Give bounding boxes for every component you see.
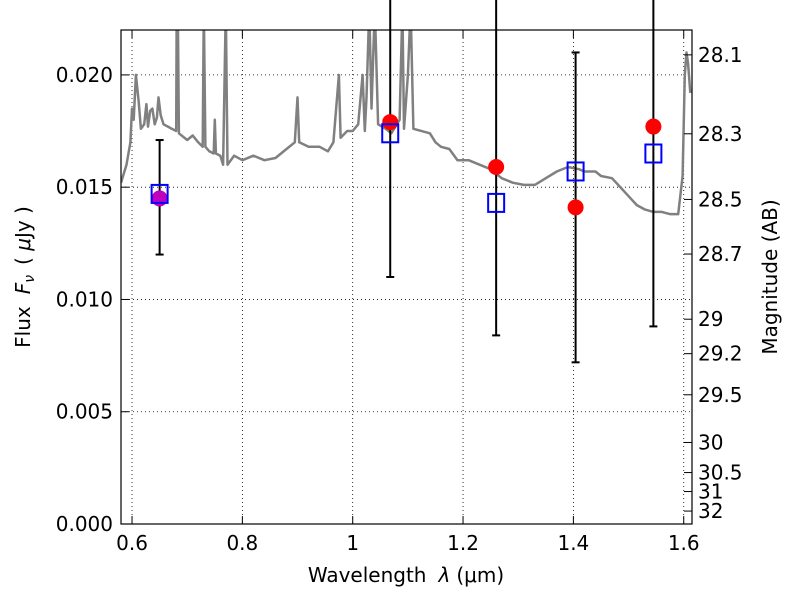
model-photometry-point — [566, 161, 585, 182]
x-tick-label: 0.6 — [116, 531, 148, 555]
y2-tick-label: 32 — [698, 499, 723, 523]
y-tick-label: 0.020 — [56, 63, 113, 87]
plot-area — [121, 30, 692, 216]
y2-tick-label: 28.3 — [698, 122, 743, 146]
y2-tick-label: 28.7 — [698, 242, 743, 266]
x-tick-label: 1 — [346, 531, 359, 555]
model-photometry-point — [487, 192, 506, 213]
y2-tick-label: 30 — [698, 430, 723, 454]
plot-frame — [120, 29, 693, 525]
model-photometry-point — [644, 143, 663, 164]
observed-point — [151, 190, 168, 207]
observed-point — [488, 158, 505, 175]
y-tick-label: 0.005 — [56, 400, 113, 424]
y2-axis-label: Magnitude (AB) — [758, 199, 782, 354]
model-photometry-point — [381, 123, 400, 144]
y2-tick-label: 28.5 — [698, 187, 743, 211]
y-axis-label: FluxFν( μJy ) — [11, 206, 38, 348]
y2-tick-label: 28.1 — [698, 43, 743, 67]
markers — [150, 0, 663, 364]
y2-tick-label: 31 — [698, 480, 723, 504]
observed-point — [567, 199, 584, 216]
x-axis-label: Wavelength λ (μm) — [308, 563, 504, 587]
x-tick-label: 1.6 — [668, 531, 700, 555]
ticks: 0.6 0.8 1 1.2 1.4 1.6 0.000 0.005 0.010 0.015 0.02… — [56, 30, 743, 555]
x-tick-label: 1.2 — [447, 531, 479, 555]
model-photometry-point — [150, 183, 169, 204]
y-tick-label: 0.010 — [56, 287, 113, 311]
observed-point — [645, 118, 662, 135]
y2-tick-label: 30.5 — [698, 461, 743, 485]
y-tick-label: 0.015 — [56, 175, 113, 199]
observed-point — [382, 114, 399, 131]
y2-tick-label: 29.2 — [698, 342, 743, 366]
y-tick-label: 0.000 — [56, 512, 113, 536]
model-spectrum-line — [121, 30, 692, 216]
x-tick-label: 1.4 — [557, 531, 589, 555]
y2-tick-label: 29 — [698, 307, 723, 331]
x-tick-label: 0.8 — [226, 531, 258, 555]
y2-tick-label: 29.5 — [698, 383, 743, 407]
